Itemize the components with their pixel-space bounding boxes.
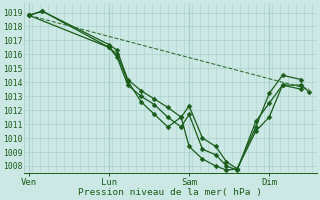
X-axis label: Pression niveau de la mer( hPa ): Pression niveau de la mer( hPa ) — [78, 188, 262, 197]
